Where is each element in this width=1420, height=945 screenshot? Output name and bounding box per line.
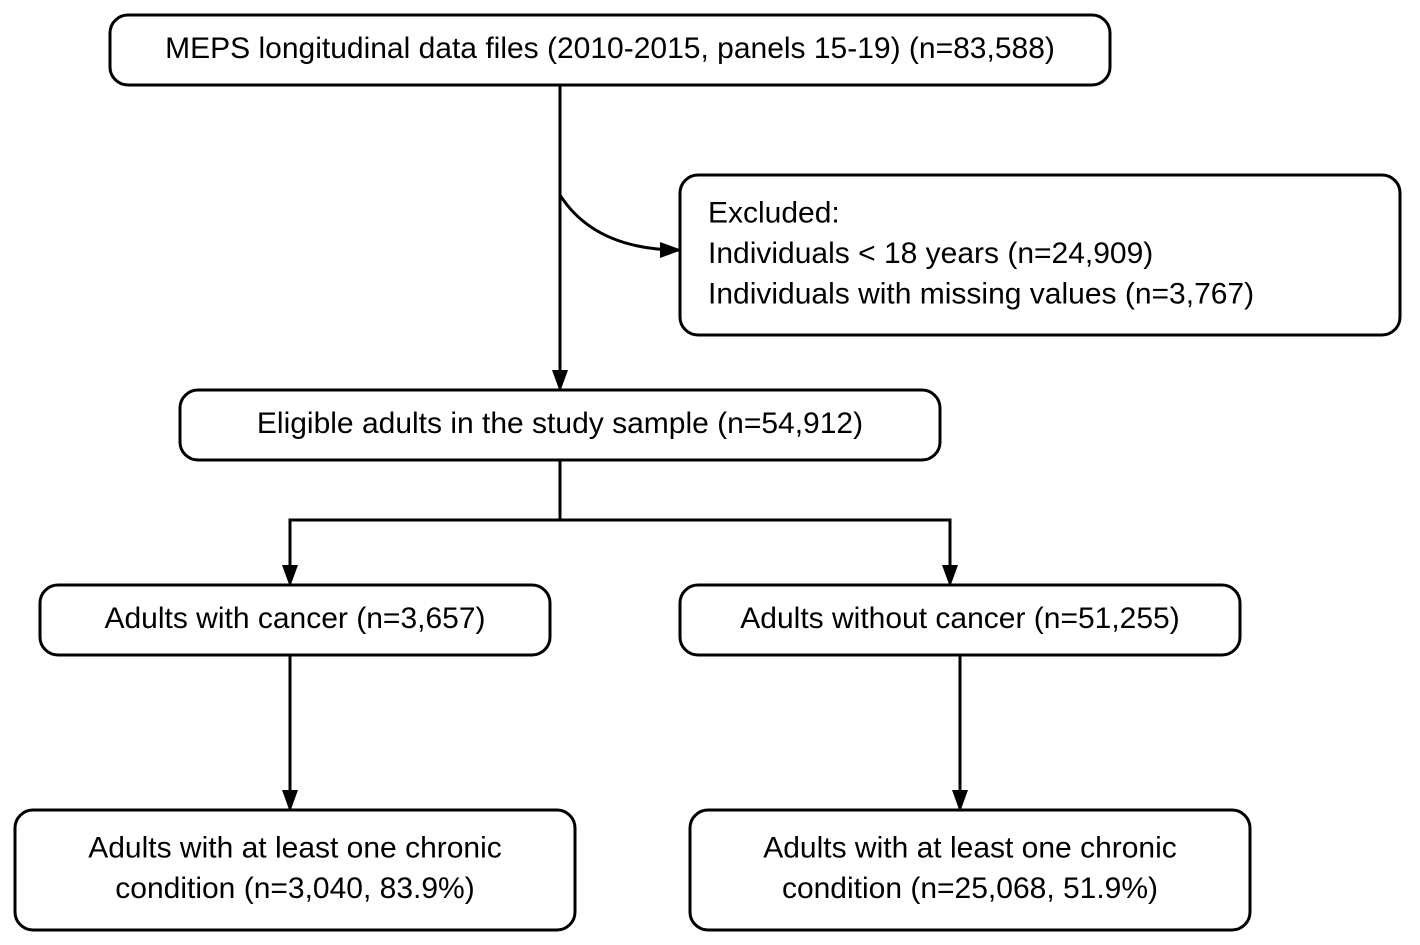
node-box [15, 810, 575, 930]
flow-edge [560, 460, 950, 585]
flowchart-canvas: MEPS longitudinal data files (2010-2015,… [0, 0, 1420, 945]
flow-node-n4b: Adults with at least one chronic conditio… [690, 810, 1250, 930]
node-text: Adults without cancer (n=51,255) [740, 602, 1179, 635]
flow-node-n2: Eligible adults in the study sample (n=5… [180, 390, 940, 460]
node-text: Adults with cancer (n=3,657) [104, 602, 485, 635]
node-text: Individuals with missing values (n=3,767… [708, 277, 1254, 310]
flow-node-n1: MEPS longitudinal data files (2010-2015,… [110, 15, 1110, 85]
node-text: Adults with at least one chronic [88, 832, 502, 865]
flow-edge [290, 460, 560, 585]
flow-node-n3a: Adults with cancer (n=3,657) [40, 585, 550, 655]
node-text: condition (n=25,068, 51.9%) [782, 872, 1158, 905]
flow-node-n_excl: Excluded: Individuals < 18 years (n=24,90… [680, 175, 1400, 335]
node-text: Adults with at least one chronic [763, 832, 1177, 865]
flow-edge [560, 195, 680, 250]
node-text: Individuals < 18 years (n=24,909) [708, 237, 1153, 270]
flow-node-n4a: Adults with at least one chronic conditio… [15, 810, 575, 930]
flow-node-n3b: Adults without cancer (n=51,255) [680, 585, 1240, 655]
node-text: Excluded: [708, 196, 840, 229]
node-text: MEPS longitudinal data files (2010-2015,… [165, 32, 1055, 65]
node-box [690, 810, 1250, 930]
node-text: condition (n=3,040, 83.9%) [115, 872, 474, 905]
node-text: Eligible adults in the study sample (n=5… [257, 407, 863, 440]
